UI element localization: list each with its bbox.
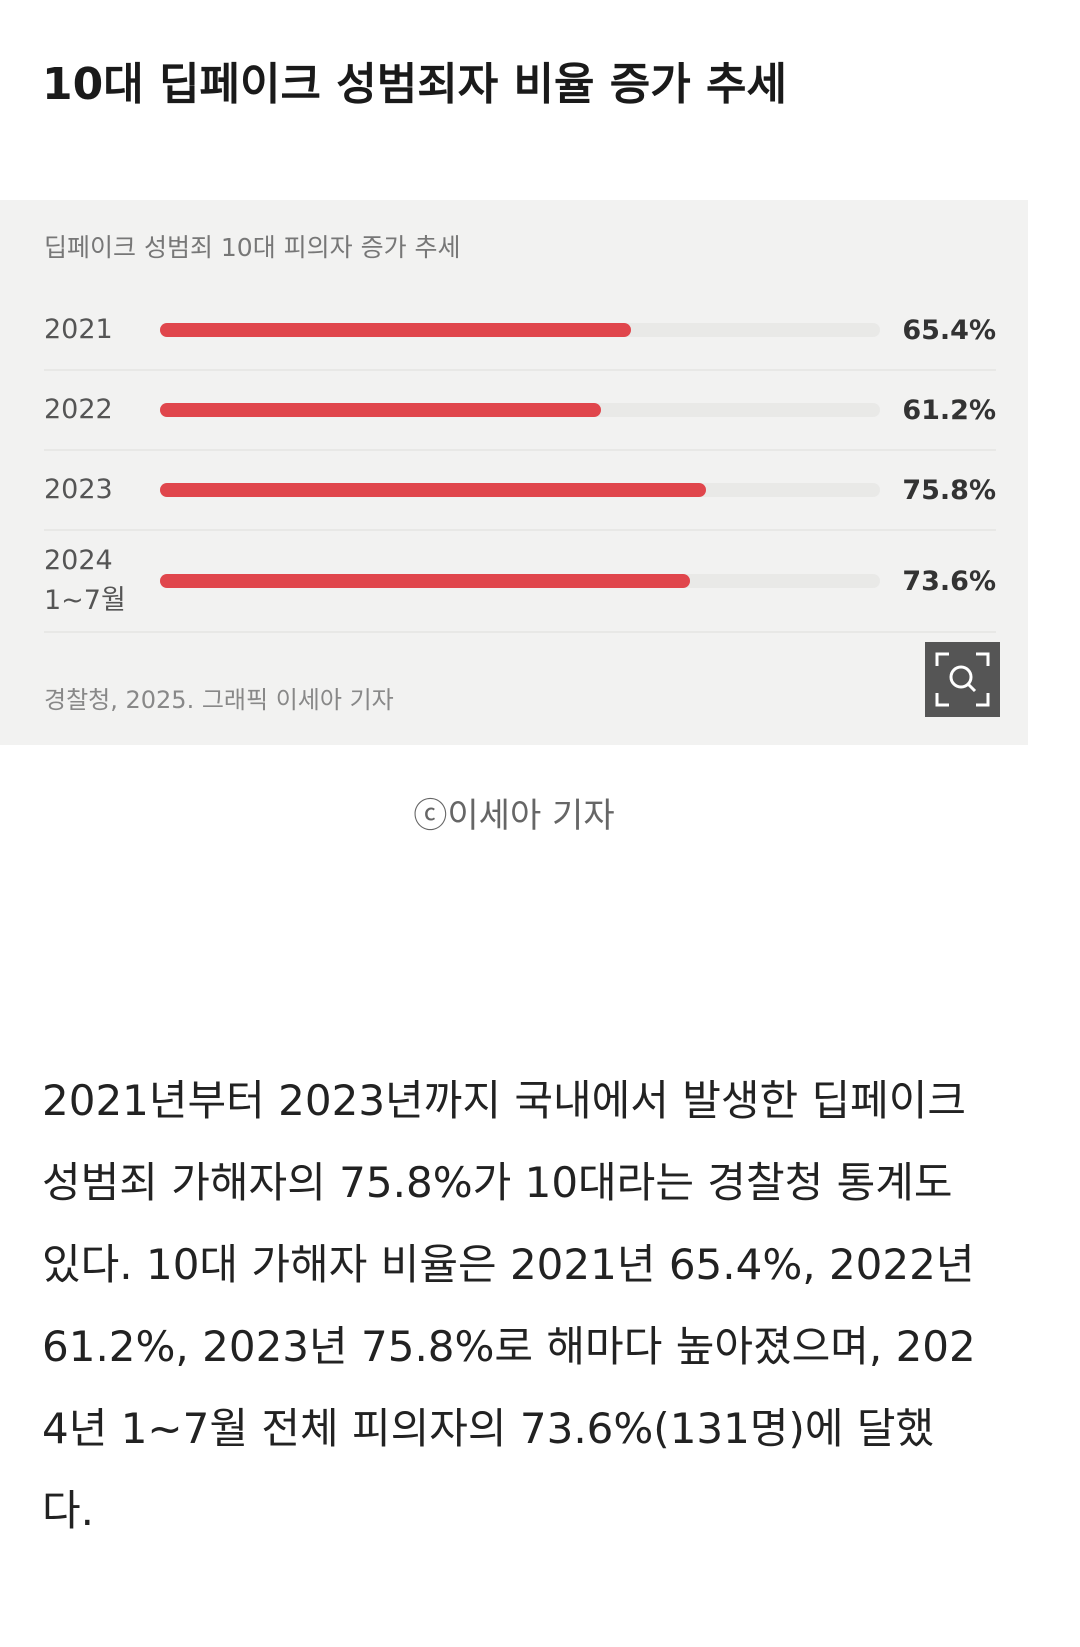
chart-row: 2022 61.2% [44, 371, 996, 451]
chart-source: 경찰청, 2025. 그래픽 이세아 기자 [44, 686, 394, 714]
category-label: 2024 1~7월 [44, 545, 126, 616]
bar [160, 574, 690, 588]
zoom-icon [935, 652, 990, 707]
value-label: 73.6% [902, 565, 996, 597]
bar-track [160, 323, 880, 337]
headline: 10대 딥페이크 성범죄자 비율 증가 추세 [42, 59, 788, 110]
bar-track [160, 483, 880, 497]
chart-row: 2021 65.4% [44, 291, 996, 371]
chart-title: 딥페이크 성범죄 10대 피의자 증가 추세 [44, 233, 461, 262]
category-label: 2022 [44, 394, 113, 425]
bar [160, 323, 631, 337]
bar [160, 403, 601, 417]
bar [160, 483, 706, 497]
chart-panel: 딥페이크 성범죄 10대 피의자 증가 추세 2021 65.4% 2022 61.2… [0, 200, 1028, 745]
chart-row: 2023 75.8% [44, 451, 996, 531]
chart-row: 2024 1~7월 73.6% [44, 531, 996, 633]
image-caption: ⓒ이세아 기자 [413, 796, 615, 836]
bar-track [160, 574, 880, 588]
value-label: 75.8% [902, 474, 996, 506]
bar-track [160, 403, 880, 417]
zoom-button[interactable] [925, 642, 1000, 717]
category-label: 2023 [44, 474, 113, 505]
value-label: 65.4% [902, 314, 996, 346]
article-text: 2021년부터 2023년까지 국내에서 발생한 딥페이크 성범죄 가해자의 7… [42, 1076, 976, 1535]
category-label: 2021 [44, 314, 113, 345]
value-label: 61.2% [902, 394, 996, 426]
chart-rows: 2021 65.4% 2022 61.2% 2023 75.8% 2024 1~7월 73.6… [44, 291, 996, 633]
